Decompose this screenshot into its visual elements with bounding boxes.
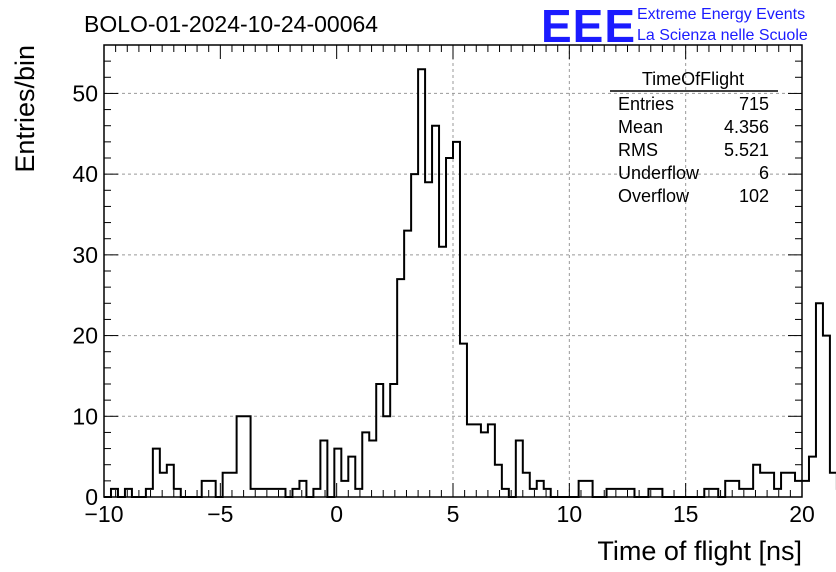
stats-row-label: Mean [618,117,663,137]
y-tick-label: 50 [72,80,98,106]
stats-row-label: RMS [618,140,658,160]
stats-box-title: TimeOfFlight [642,69,744,89]
brand-tagline: La Scienza nelle Scuole [637,27,808,44]
x-tick-label: 5 [447,501,460,527]
y-tick-label: 0 [85,484,98,510]
x-tick-label: 0 [330,501,343,527]
stats-row-value: 102 [739,186,769,206]
x-axis-title: Time of flight [ns] [597,536,802,566]
y-axis-title: Entries/bin [10,45,40,173]
y-axis-tick-labels: 0 10 20 30 40 50 [72,80,98,510]
stats-row-label: Underflow [618,163,700,183]
stats-row-value: 4.356 [724,117,769,137]
x-axis-tick-labels: −10 −5 0 5 10 15 20 [84,501,814,527]
run-title: BOLO-01-2024-10-24-00064 [84,11,378,37]
brand-name: Extreme Energy Events [637,6,805,23]
grid [104,45,802,497]
stats-row-value: 5.521 [724,140,769,160]
stats-box: TimeOfFlight Entries 715 Mean 4.356 RMS 5.521… [610,69,778,206]
y-tick-label: 40 [72,161,98,187]
x-tick-label: 15 [673,501,699,527]
x-tick-label: −5 [207,501,233,527]
x-tick-label: 10 [557,501,583,527]
stats-row-label: Entries [618,94,674,114]
y-tick-label: 10 [72,403,98,429]
x-tick-label: 20 [789,501,815,527]
y-tick-label: 30 [72,242,98,268]
stats-row-label: Overflow [618,186,690,206]
stats-row-value: 715 [739,94,769,114]
axes [103,44,803,498]
histogram-line [104,68,836,498]
eee-logo: EEE [541,0,636,52]
y-tick-label: 20 [72,323,98,349]
x-tick-label: −10 [84,501,123,527]
stats-box-rows: Entries 715 Mean 4.356 RMS 5.521 Underflow 6 Ove… [618,94,769,206]
stats-row-value: 6 [759,163,769,183]
